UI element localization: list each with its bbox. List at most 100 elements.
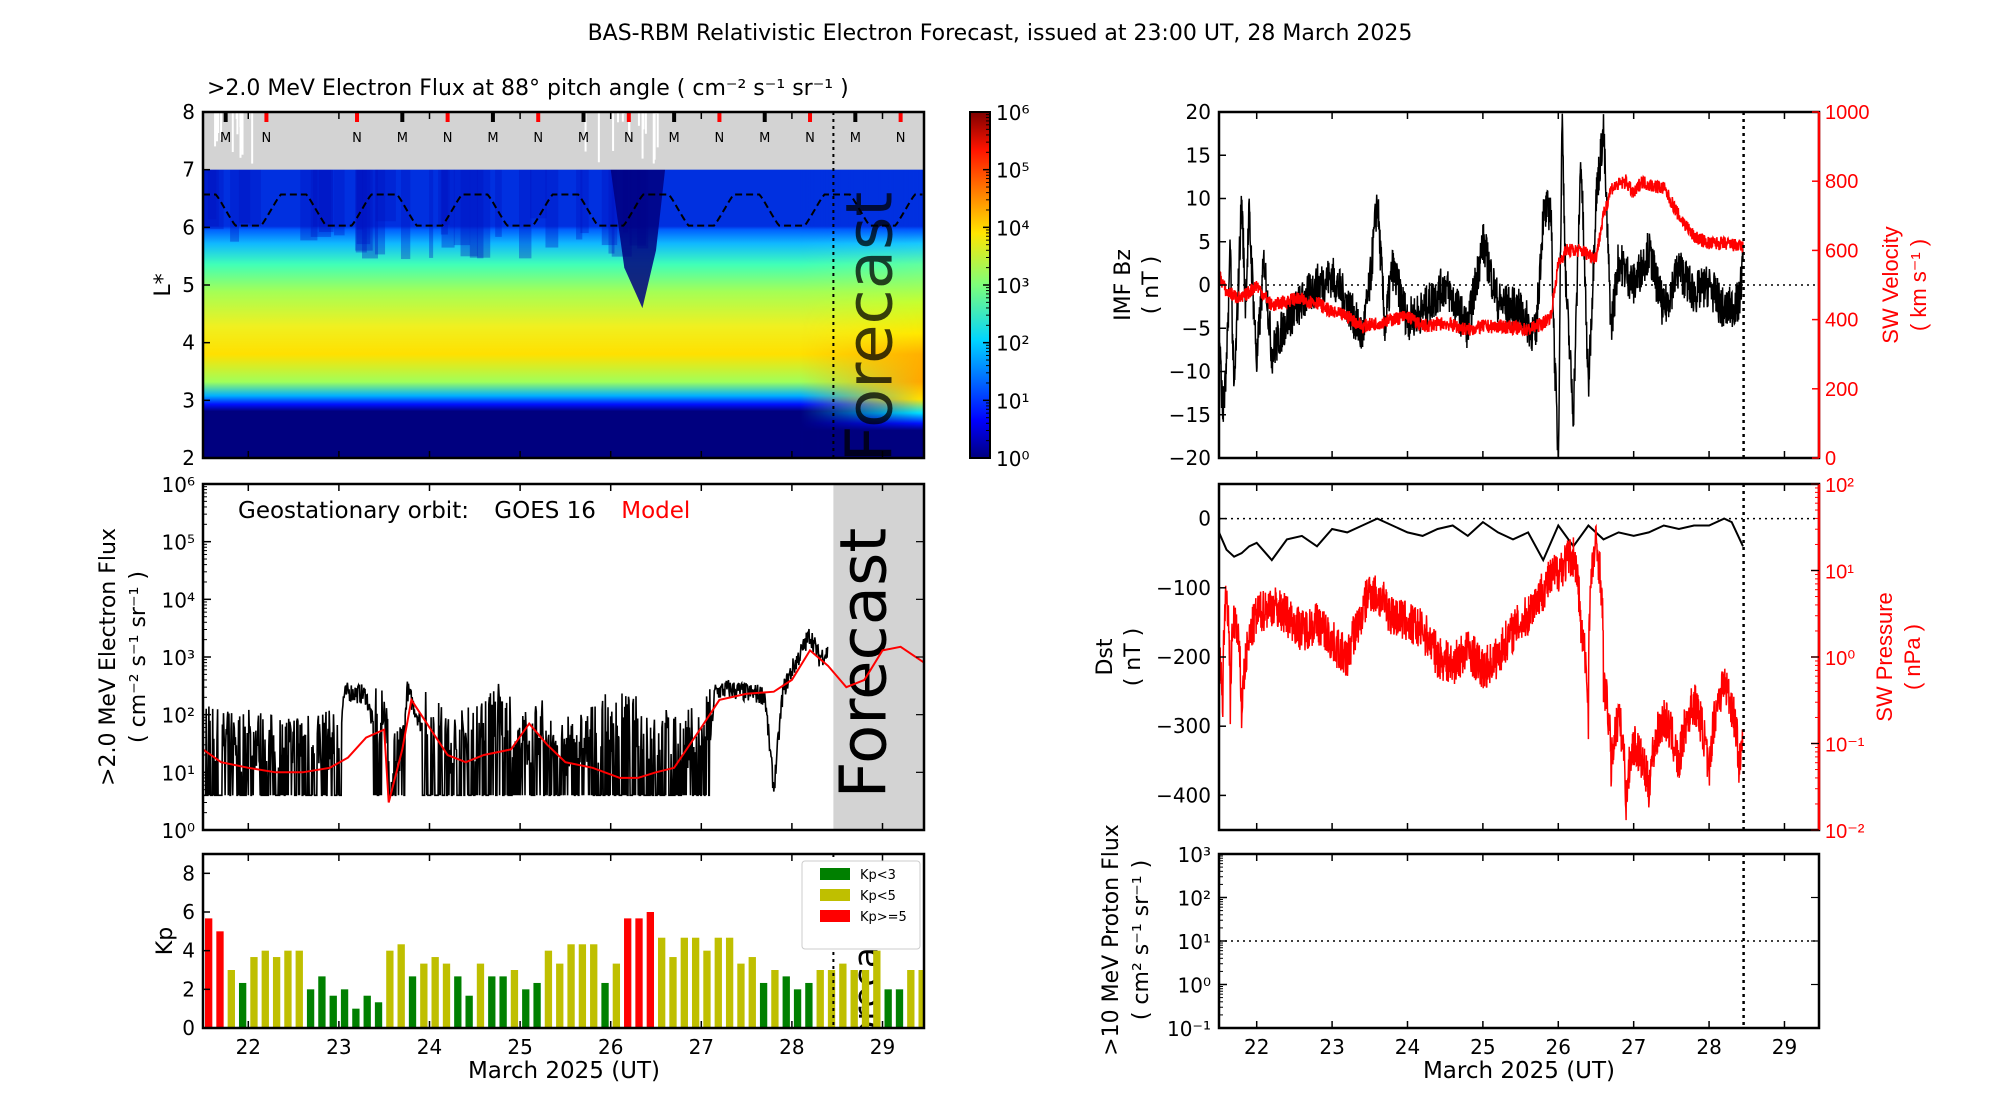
- imf-ytick-label: 20: [1186, 100, 1211, 124]
- kp-xtick-label: 28: [779, 1035, 804, 1059]
- heatmap-dropout-streak: [495, 169, 502, 237]
- vsw-ytick-label: 400: [1825, 310, 1858, 332]
- heatmap-dropout-streak: [530, 169, 547, 219]
- heatmap-dropout-streak: [375, 169, 396, 222]
- psw-ytick-label: 10⁻²: [1825, 821, 1865, 843]
- colorbar-tick-label: 10⁵: [996, 159, 1029, 183]
- heatmap-dropout-streak: [429, 169, 434, 258]
- kp-bar: [635, 918, 643, 1028]
- geo-ytick-label: 10³: [162, 646, 195, 670]
- lstar-ytick-label: 5: [182, 273, 195, 297]
- proton-xtick-label: 26: [1546, 1035, 1571, 1059]
- kp-ylabel: Kp: [153, 927, 178, 955]
- kp-bar: [748, 957, 756, 1028]
- satellite-marker-label: M: [578, 131, 589, 146]
- kp-bar: [250, 957, 258, 1028]
- proton-xtick-label: 25: [1470, 1035, 1495, 1059]
- heatmap-dropout-streak: [441, 169, 455, 248]
- kp-xtick-label: 25: [507, 1035, 532, 1059]
- dst-ytick-label: −400: [1156, 783, 1211, 807]
- no-data-region: [203, 112, 924, 170]
- kp-bar: [884, 989, 892, 1028]
- colorbar-tick-label: 10⁶: [996, 101, 1029, 125]
- imf-ytick-label: −5: [1182, 316, 1211, 340]
- proton-xtick-label: 24: [1395, 1035, 1420, 1059]
- psw-ytick-label: 10¹: [1825, 562, 1854, 584]
- series-sw-velocity: [1219, 174, 1744, 337]
- kp-bar: [420, 963, 428, 1028]
- heatmap-dropout-streak: [355, 169, 373, 251]
- dst-ytick-label: −100: [1156, 576, 1211, 600]
- kp-bar: [669, 957, 677, 1028]
- kp-bar: [261, 950, 269, 1028]
- kp-bar: [850, 970, 858, 1028]
- kp-bar: [306, 989, 315, 1028]
- kp-bar: [476, 963, 485, 1028]
- lstar-ytick-label: 2: [182, 446, 195, 470]
- geo-legend-model: Model: [621, 498, 690, 524]
- kp-xtick-label: 27: [689, 1035, 714, 1059]
- geo-ytick-label: 10⁵: [162, 531, 195, 555]
- lstar-ylabel: L*: [151, 273, 176, 296]
- colorbar-tick-label: 10²: [996, 332, 1029, 356]
- geo-ylabel-line1: >2.0 MeV Electron Flux: [96, 528, 121, 786]
- lstar-panel-title: >2.0 MeV Electron Flux at 88° pitch angl…: [207, 76, 849, 101]
- kp-bar: [612, 963, 621, 1028]
- kp-panel: Forecast222324252627282902468 Kp Kp<3 Kp…: [153, 852, 926, 1084]
- kp-xtick-label: 22: [236, 1035, 261, 1059]
- vsw-ytick-label: 200: [1825, 379, 1858, 401]
- vsw-ytick-label: 600: [1825, 240, 1858, 262]
- kp-bar: [827, 970, 836, 1028]
- kp-bar: [227, 970, 235, 1028]
- lstar-ytick-label: 3: [182, 388, 195, 412]
- kp-bar: [454, 976, 462, 1028]
- kp-bar: [895, 989, 904, 1028]
- kp-bar: [238, 982, 247, 1028]
- kp-bar: [578, 944, 587, 1028]
- legend-swatch-kp-high: [820, 910, 850, 922]
- dst-ylabel-unit: ( nT ): [1121, 628, 1146, 687]
- kp-bar: [861, 970, 870, 1028]
- satellite-marker-label: N: [352, 131, 362, 146]
- heatmap-dropout-streak: [545, 169, 559, 248]
- kp-bar: [352, 1008, 360, 1028]
- geo-legend-prefix: Geostationary orbit:: [238, 498, 469, 524]
- heatmap-dropout-streak: [438, 169, 450, 225]
- forecast-label: Forecast: [833, 192, 907, 463]
- geo-ytick-label: 10²: [162, 704, 195, 728]
- colorbar-tick-label: 10⁴: [996, 216, 1029, 240]
- satellite-marker-label: M: [850, 131, 861, 146]
- geo-plot-area: Forecast: [203, 484, 924, 830]
- kp-bar: [567, 944, 575, 1028]
- heatmap-dropout-streak: [230, 169, 240, 242]
- geo-legend: Geostationary orbit: GOES 16 Model: [238, 498, 690, 524]
- imf-ytick-label: 5: [1198, 230, 1211, 254]
- heatmap-dropout-streak: [203, 169, 224, 230]
- kp-bar: [624, 918, 632, 1028]
- figure-title: BAS-RBM Relativistic Electron Forecast, …: [588, 21, 1413, 46]
- heatmap-dropout-streak: [238, 169, 251, 223]
- kp-bar: [295, 950, 303, 1028]
- heatmap-dropout-core: [610, 169, 666, 309]
- proton-ylabel-line2: ( cm² s⁻¹ sr⁻¹ ): [1129, 860, 1154, 1020]
- heatmap-dropout-streak: [238, 169, 261, 226]
- psw-ytick-label: 10⁻¹: [1825, 735, 1865, 757]
- heatmap-dropout-streak: [400, 169, 411, 260]
- geo-ytick-label: 10⁶: [162, 473, 195, 497]
- heatmap-dropout-streak: [476, 169, 484, 259]
- heatmap-dropout-streak: [355, 169, 367, 253]
- satellite-marker-label: N: [443, 131, 453, 146]
- lstar-ytick-label: 6: [182, 215, 195, 239]
- satellite-marker-label: N: [533, 131, 543, 146]
- geo-ytick-label: 10⁰: [162, 819, 195, 843]
- proton-xtick-label: 27: [1621, 1035, 1646, 1059]
- kp-bar: [374, 1002, 383, 1028]
- kp-bar: [556, 963, 564, 1028]
- geo-legend-obs: GOES 16: [494, 498, 596, 524]
- heatmap-dropout-streak: [334, 169, 345, 236]
- colorbar-tick-label: 10³: [996, 274, 1029, 298]
- lstar-ytick-label: 4: [182, 331, 195, 355]
- legend-label-kp-mid: Kp<5: [860, 889, 896, 904]
- forecast-label: Forecast: [827, 528, 901, 799]
- kp-bar: [590, 944, 598, 1028]
